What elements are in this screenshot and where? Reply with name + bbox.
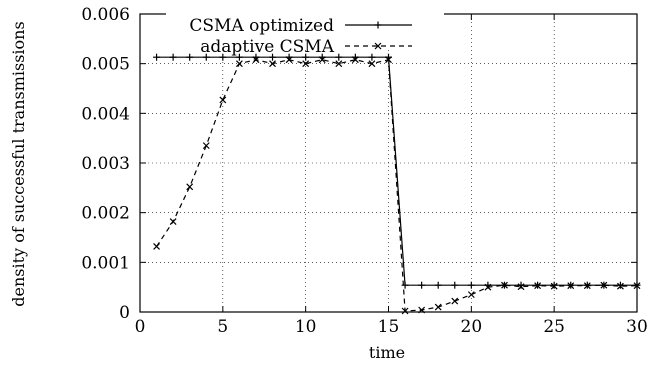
data-point-plus xyxy=(434,281,442,289)
data-point-cross xyxy=(451,297,459,305)
data-point-cross xyxy=(501,281,508,289)
legend-label-csma-optimized: CSMA optimized xyxy=(189,16,334,36)
data-point-cross xyxy=(385,56,392,64)
series-line xyxy=(156,56,637,286)
data-point-cross xyxy=(169,218,177,226)
data-point-plus xyxy=(517,281,525,289)
data-point-plus xyxy=(401,281,409,289)
series-line xyxy=(156,58,638,312)
data-point-plus xyxy=(302,53,310,61)
y-tick-label: 0.006 xyxy=(81,5,130,25)
y-tick-label: 0.001 xyxy=(81,253,130,273)
data-point-cross xyxy=(269,60,276,68)
x-tick-label: 25 xyxy=(543,317,565,337)
series-group xyxy=(153,53,641,315)
data-point-cross xyxy=(434,303,442,311)
data-point-plus xyxy=(368,53,376,61)
x-tick-label: 5 xyxy=(217,317,228,337)
data-point-cross xyxy=(186,183,194,191)
data-point-cross xyxy=(202,142,210,150)
data-point-cross xyxy=(517,283,525,291)
legend-background xyxy=(166,8,444,50)
data-point-plus xyxy=(186,53,194,61)
data-point-cross xyxy=(302,60,310,68)
y-tick-label: 0.002 xyxy=(81,204,130,224)
data-point-cross xyxy=(335,60,343,68)
data-point-plus xyxy=(202,53,210,61)
data-point-cross xyxy=(318,56,326,64)
legend: CSMA optimized adaptive CSMA xyxy=(166,8,444,57)
data-point-cross xyxy=(467,291,475,299)
data-point-plus xyxy=(467,281,475,289)
data-point-plus xyxy=(219,53,227,61)
legend-marker-plus xyxy=(374,21,382,29)
data-point-cross xyxy=(617,282,624,290)
x-axis-label: time xyxy=(369,343,405,362)
data-point-plus xyxy=(235,53,243,61)
data-point-cross xyxy=(153,243,160,250)
series-csma-optimized xyxy=(153,53,641,289)
data-point-cross xyxy=(567,282,575,290)
y-tick-label: 0.003 xyxy=(81,154,130,174)
tick-labels: 0 5 10 15 20 25 30 0 0.001 0.002 0.003 0.004 0.005 0.… xyxy=(81,5,647,337)
data-point-plus xyxy=(550,281,558,289)
data-point-plus xyxy=(418,281,426,289)
data-point-cross xyxy=(401,307,409,315)
x-tick-label: 15 xyxy=(378,317,400,337)
data-point-cross xyxy=(368,60,376,68)
data-point-cross xyxy=(633,282,641,290)
y-axis-label: density of successful transmissions xyxy=(9,21,28,306)
data-point-cross xyxy=(534,282,542,290)
data-point-cross xyxy=(583,282,591,290)
x-tick-label: 10 xyxy=(295,317,317,337)
legend-marker-cross xyxy=(374,42,382,50)
data-point-plus xyxy=(269,53,277,61)
data-point-cross xyxy=(351,56,359,64)
x-tick-label: 0 xyxy=(135,317,146,337)
series-adaptive-csma xyxy=(153,56,641,315)
x-tick-label: 30 xyxy=(626,317,648,337)
data-point-cross xyxy=(484,283,492,291)
y-tick-label: 0.005 xyxy=(81,55,130,75)
data-point-cross xyxy=(285,56,293,64)
data-point-cross xyxy=(418,306,426,314)
x-tick-label: 20 xyxy=(461,317,483,337)
data-point-cross xyxy=(550,282,558,290)
data-point-plus xyxy=(335,53,343,61)
data-point-cross xyxy=(252,56,260,64)
y-tick-label: 0 xyxy=(119,303,130,323)
y-tick-label: 0.004 xyxy=(81,104,130,124)
data-point-cross xyxy=(235,60,243,68)
legend-label-adaptive-csma: adaptive CSMA xyxy=(200,37,334,57)
data-point-plus xyxy=(169,53,177,61)
data-point-cross xyxy=(219,96,227,104)
data-point-plus xyxy=(451,281,459,289)
data-point-cross xyxy=(600,281,608,289)
data-point-plus xyxy=(153,53,161,61)
data-point-plus xyxy=(616,281,624,289)
